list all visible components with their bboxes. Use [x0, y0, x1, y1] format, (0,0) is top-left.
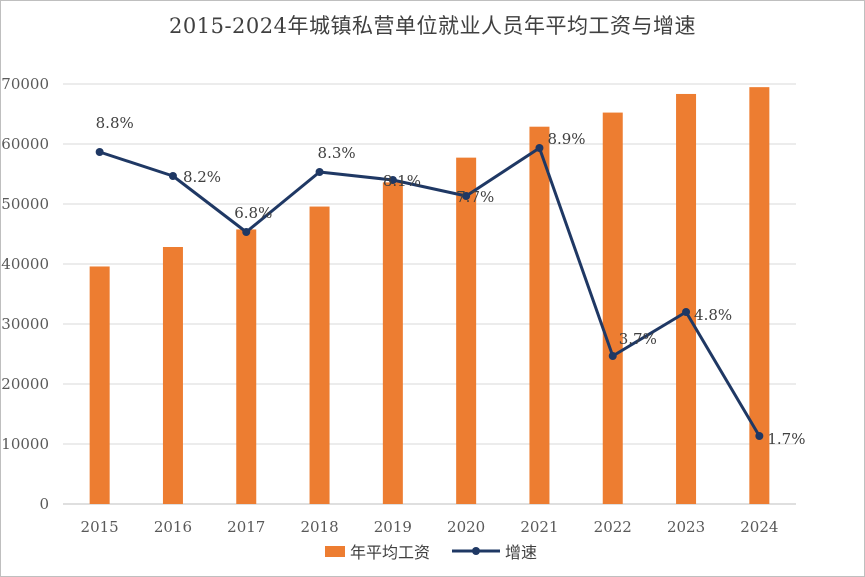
legend: 年平均工资 增速: [325, 543, 537, 562]
bar-2016: [162, 247, 183, 504]
growth-point-2021: [535, 144, 544, 152]
growth-point-2018: [315, 168, 324, 176]
growth-label-2020: 7.7%: [456, 188, 494, 206]
growth-label-2023: 4.8%: [694, 306, 732, 324]
growth-label-2024: 1.7%: [767, 430, 805, 448]
y-tick-label: 30000: [1, 315, 49, 333]
bar-2018: [309, 206, 330, 505]
growth-label-2015: 8.8%: [96, 114, 134, 132]
growth-data-labels: 8.8% 8.2% 6.8% 8.3% 8.1% 7.7% 8.9% 3.7% 4.8% 1.7%: [96, 114, 806, 448]
bar-2015: [89, 266, 110, 504]
wage-bars: [89, 87, 770, 505]
bar-2020: [456, 157, 477, 504]
y-tick-label: 70000: [1, 75, 49, 93]
growth-point-2023: [682, 308, 691, 316]
y-tick-label: 0: [39, 495, 49, 513]
growth-label-2018: 8.3%: [318, 144, 356, 162]
bar-2024: [749, 87, 770, 505]
legend-swatch-bar: [325, 546, 345, 557]
legend-label-bar: 年平均工资: [350, 543, 430, 562]
gridlines: [63, 83, 796, 505]
x-tick-label: 2016: [154, 518, 192, 536]
bar-2017: [236, 229, 257, 504]
x-axis-tick-labels: 2015 2016 2017 2018 2019 2020 2021 2022 2023 2024: [81, 518, 779, 536]
legend-swatch-line-marker: [472, 547, 480, 555]
x-tick-label: 2020: [447, 518, 485, 536]
bar-2021: [529, 126, 550, 505]
bar-2022: [602, 112, 623, 504]
growth-point-2016: [168, 172, 177, 180]
growth-label-2016: 8.2%: [183, 168, 221, 186]
x-tick-label: 2024: [740, 518, 778, 536]
x-tick-label: 2018: [300, 518, 338, 536]
growth-point-2022: [608, 352, 617, 360]
growth-line-path: [99, 146, 761, 437]
legend-label-line: 增速: [505, 543, 537, 562]
growth-label-2017: 6.8%: [234, 204, 272, 222]
growth-point-2017: [242, 228, 251, 236]
x-tick-label: 2017: [227, 518, 265, 536]
x-tick-label: 2021: [520, 518, 558, 536]
growth-point-2020: [462, 192, 471, 200]
y-tick-label: 20000: [1, 375, 49, 393]
growth-label-2019: 8.1%: [383, 172, 421, 190]
bar-2023: [676, 93, 697, 505]
x-tick-label: 2022: [594, 518, 632, 536]
growth-line: [95, 144, 764, 440]
y-tick-label: 10000: [1, 435, 49, 453]
y-tick-label: 50000: [1, 195, 49, 213]
chart-title: 2015-2024年城镇私营单位就业人员年平均工资与增速: [169, 14, 696, 38]
growth-point-2024: [755, 432, 764, 440]
y-axis-tick-labels: 0 10000 20000 30000 40000 50000 60000 70000: [1, 75, 49, 513]
growth-point-2019: [388, 176, 397, 184]
bar-2019: [382, 182, 403, 504]
y-tick-label: 40000: [1, 255, 49, 273]
growth-point-2015: [95, 148, 104, 156]
x-tick-label: 2023: [667, 518, 705, 536]
y-tick-label: 60000: [1, 135, 49, 153]
growth-label-2021: 8.9%: [547, 130, 585, 148]
x-tick-label: 2019: [374, 518, 412, 536]
growth-label-2022: 3.7%: [619, 330, 657, 348]
x-tick-label: 2015: [81, 518, 119, 536]
